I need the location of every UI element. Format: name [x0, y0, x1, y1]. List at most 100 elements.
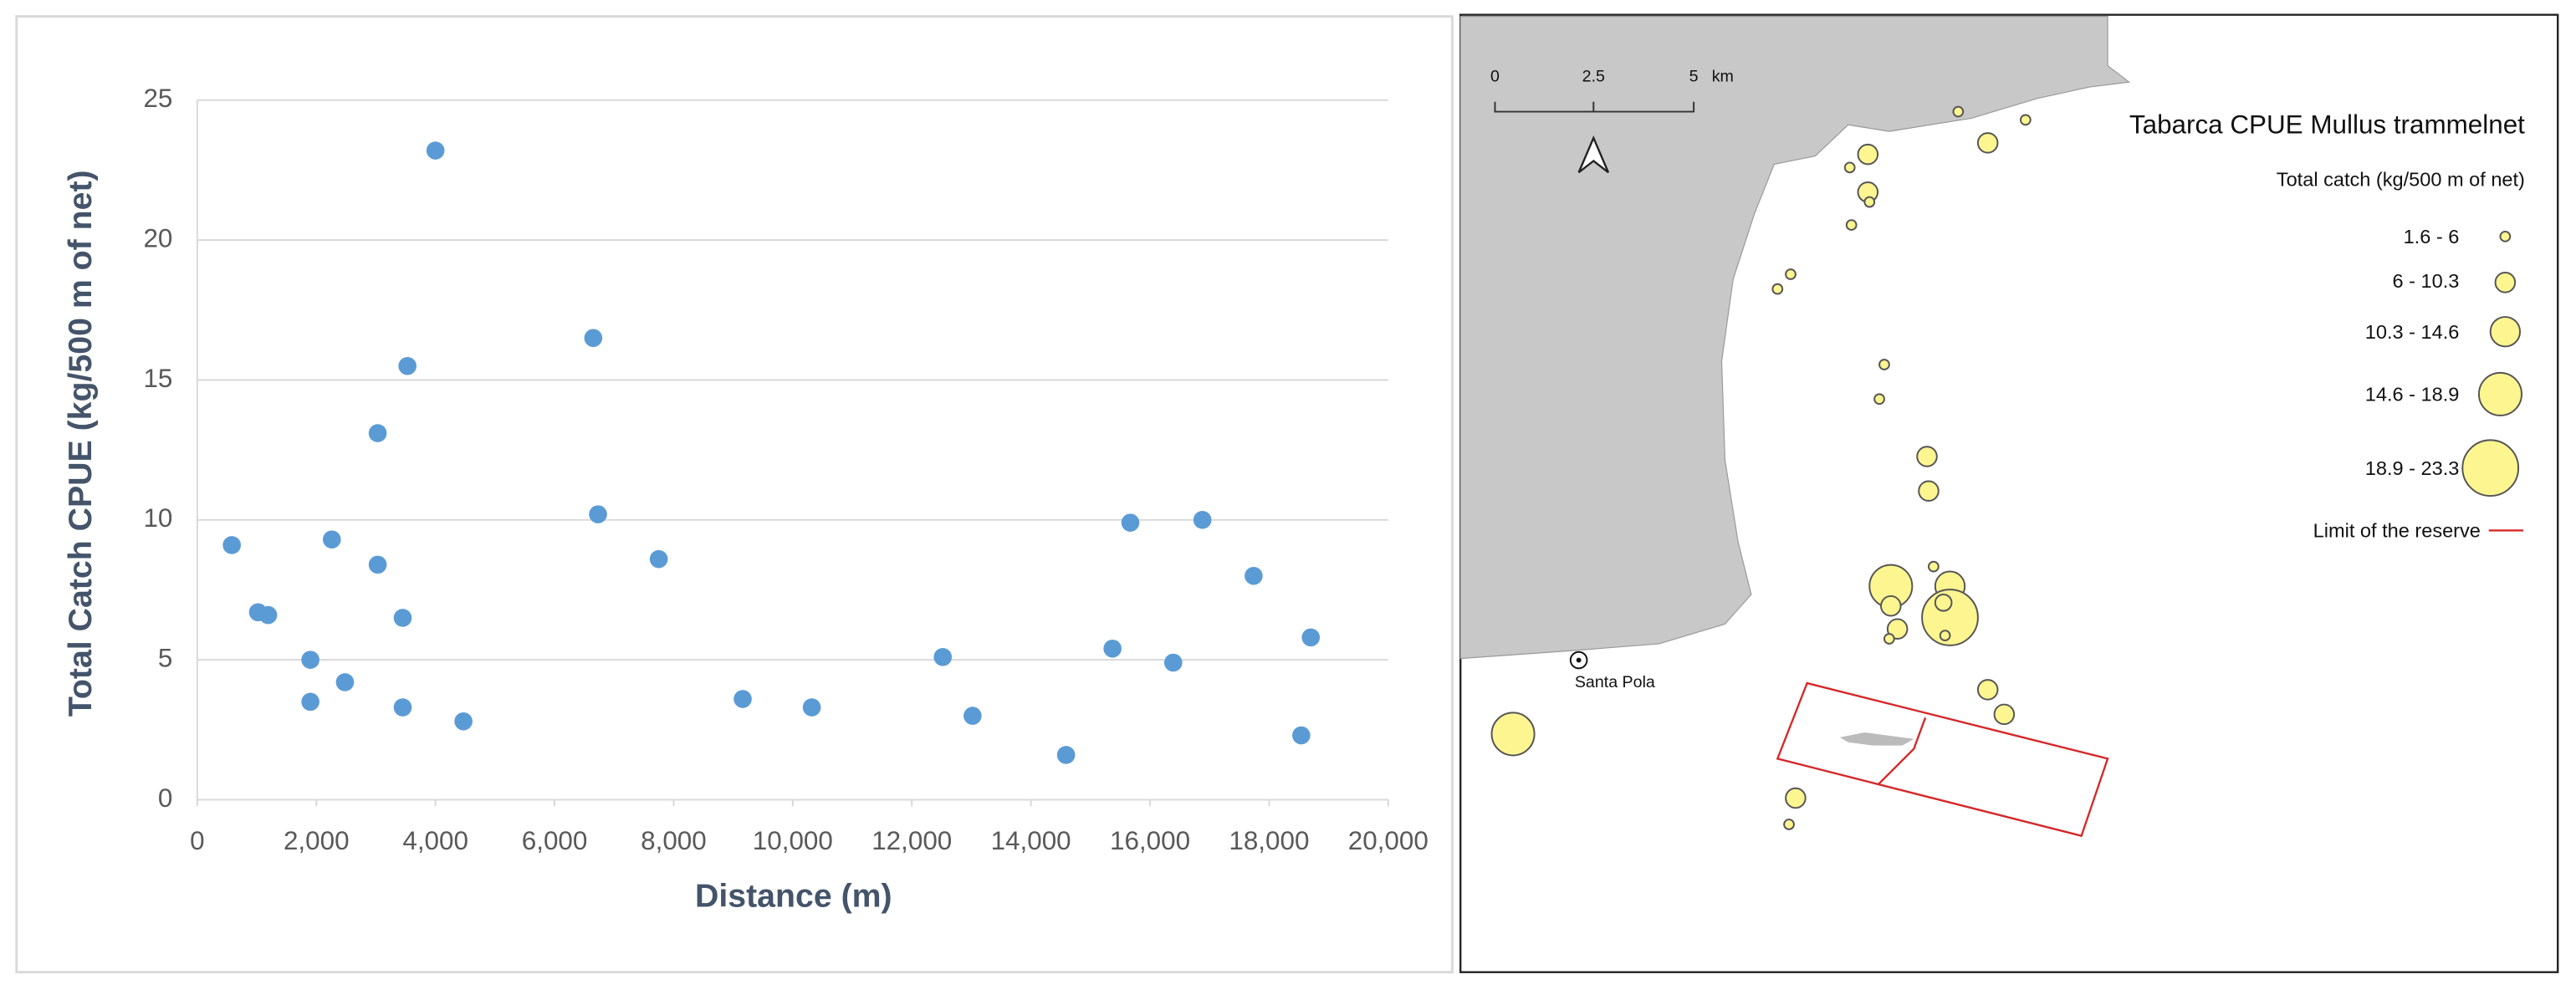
legend-symbol: [2489, 316, 2522, 348]
point: [933, 648, 953, 666]
catch-bubble: [1976, 132, 1999, 154]
scale-label: 2.5: [1582, 67, 1605, 85]
point: [301, 692, 319, 712]
catch-bubble: [1490, 712, 1536, 757]
legend-label: 1.6 - 6: [2404, 226, 2460, 247]
legend-label: Limit of the reserve: [2313, 520, 2481, 542]
point: [1245, 566, 1263, 585]
x-tick-label: 6,000: [522, 826, 588, 855]
legend-label: 14.6 - 18.9: [2365, 384, 2460, 406]
reserve-limit: [1776, 681, 2109, 838]
point: [426, 141, 445, 160]
point: [393, 609, 412, 627]
scale-bar: 0 2.5 5 km: [1490, 67, 1734, 113]
point: [1056, 746, 1076, 764]
point: [584, 329, 603, 348]
scale-label: 0: [1490, 67, 1500, 85]
legend-label: 18.9 - 23.3: [2365, 457, 2460, 479]
chart-panel: [15, 15, 1454, 974]
x-tick-label: 2,000: [284, 826, 350, 855]
catch-bubble: [1843, 161, 1856, 174]
catch-bubble: [1880, 594, 1902, 617]
point: [1193, 511, 1212, 529]
point: [322, 530, 341, 549]
y-tick-label: 0: [158, 783, 172, 813]
place-label: Santa Pola: [1575, 673, 1655, 691]
legend-label: 10.3 - 14.6: [2365, 321, 2460, 343]
legend-symbol: [2494, 272, 2517, 293]
catch-bubble: [1785, 268, 1797, 280]
x-tick-label: 16,000: [1110, 826, 1190, 855]
x-tick-label: 0: [190, 826, 204, 855]
scale-line: [1494, 101, 1695, 113]
north-arrow: [1577, 135, 1610, 174]
point: [301, 650, 319, 669]
catch-bubble: [1883, 633, 1895, 645]
map-legend: Tabarca CPUE Mullus trammelnet Total cat…: [2129, 110, 2525, 542]
catch-bubble: [1939, 630, 1951, 641]
catch-bubble: [1927, 560, 1940, 573]
y-tick-label: 25: [143, 84, 172, 113]
catch-bubble: [1863, 196, 1876, 208]
point: [454, 712, 473, 731]
x-tick-label: 4,000: [402, 826, 468, 855]
y-tick-label: 5: [158, 643, 172, 672]
x-tick-label: 20,000: [1348, 826, 1429, 855]
catch-bubbles: [1490, 105, 2032, 830]
y-tick-label: 10: [143, 503, 172, 533]
map-panel: Santa Pola: [1459, 13, 2559, 973]
catch-bubble: [1845, 219, 1858, 231]
scale-unit: km: [1712, 67, 1734, 85]
scale-label: 5: [1689, 67, 1699, 85]
point: [649, 549, 668, 569]
point: [258, 605, 278, 625]
catch-bubble: [1886, 618, 1909, 640]
legend-symbol: [2461, 439, 2520, 497]
point: [1103, 639, 1122, 658]
point: [589, 505, 607, 523]
catch-bubble: [1857, 143, 1879, 166]
point: [963, 707, 982, 725]
catch-bubble: [1934, 594, 1953, 612]
catch-bubble: [1916, 446, 1938, 467]
map-title: Tabarca CPUE Mullus trammelnet: [2129, 110, 2525, 140]
point: [1301, 628, 1321, 647]
y-tick-label: 15: [143, 364, 172, 393]
x-tick-label: 14,000: [991, 826, 1071, 855]
catch-bubble: [1976, 679, 1999, 701]
land: [1459, 16, 2131, 660]
point: [222, 536, 241, 554]
point: [398, 356, 417, 375]
catch-bubble: [1873, 393, 1885, 406]
point: [368, 555, 387, 574]
x-axis-title: Distance (m): [695, 878, 892, 915]
legend-title: Total catch (kg/500 m of net): [2277, 168, 2525, 190]
point: [393, 698, 412, 717]
point: [1292, 726, 1311, 745]
catch-bubble: [1783, 819, 1795, 830]
point: [1121, 513, 1140, 532]
catch-bubble: [1993, 703, 2016, 726]
catch-bubble: [1918, 480, 1940, 502]
catch-bubble: [2019, 114, 2032, 126]
point: [733, 690, 752, 708]
x-tick-label: 8,000: [641, 826, 707, 855]
y-tick-label: 20: [143, 223, 172, 253]
plot: 0 5 10 15 20 25 0 2,000 4,000 6,000 8,000 10,000 12,…: [143, 84, 1428, 855]
point: [802, 698, 821, 717]
legend-label: 6 - 10.3: [2393, 270, 2460, 292]
catch-bubble: [1785, 787, 1807, 809]
x-tick-label: 18,000: [1229, 826, 1309, 855]
town-marker: [1576, 657, 1582, 663]
point: [368, 424, 387, 442]
island: [1839, 732, 1914, 746]
catch-bubble: [1771, 283, 1784, 295]
catch-bubble: [1952, 105, 1965, 118]
legend-symbol: [2477, 371, 2522, 416]
point: [1163, 653, 1183, 672]
x-tick-label: 10,000: [753, 826, 833, 855]
catch-bubble: [1878, 359, 1890, 370]
y-axis-title: Total Catch CPUE (kg/500 m of net): [62, 170, 99, 717]
